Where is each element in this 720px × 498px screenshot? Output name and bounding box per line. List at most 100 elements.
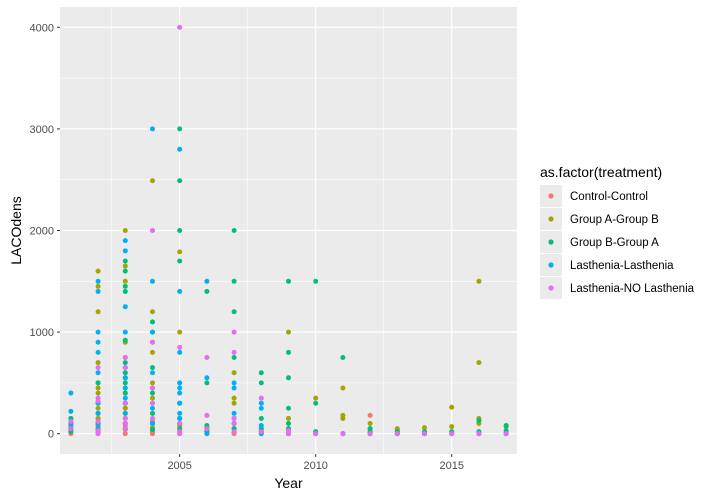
data-point (68, 418, 74, 424)
data-point (122, 228, 128, 233)
x-tick-label: 2015 (439, 460, 463, 472)
data-point (177, 24, 183, 30)
y-axis-title: LACOdens (8, 196, 24, 264)
data-point (204, 380, 210, 386)
data-point (122, 426, 128, 432)
data-point (177, 178, 183, 184)
data-point (177, 385, 183, 391)
data-point (258, 429, 264, 435)
data-point (149, 405, 155, 411)
legend-label: Lasthenia-Lasthenia (570, 260, 674, 272)
data-point (95, 283, 101, 289)
data-point (340, 354, 346, 360)
data-point (68, 390, 74, 396)
legend-swatch (548, 193, 554, 199)
data-point (149, 427, 155, 433)
y-tick-label: 0 (48, 429, 54, 441)
data-point (476, 360, 482, 366)
data-point (503, 431, 509, 437)
data-point (231, 309, 237, 315)
data-point (95, 428, 101, 434)
y-tick-label: 2000 (30, 226, 54, 238)
data-point (177, 329, 183, 335)
data-point (122, 238, 128, 244)
data-point (340, 385, 346, 391)
y-tick-label: 3000 (30, 124, 54, 136)
data-point (122, 283, 128, 289)
data-point (149, 349, 155, 355)
data-point (122, 385, 128, 391)
data-point (95, 395, 101, 401)
data-point (68, 426, 74, 432)
data-point (258, 370, 264, 376)
axes: 2005 2010 2015 0 1000 2000 3000 4000 (30, 22, 464, 472)
data-point (149, 228, 155, 233)
data-point (367, 412, 373, 418)
data-point (231, 370, 237, 376)
data-point (231, 400, 237, 406)
legend-item: Lasthenia-Lasthenia (540, 254, 674, 276)
data-point (95, 278, 101, 284)
data-point (367, 431, 373, 437)
data-point (122, 304, 128, 310)
x-axis-title: Year (274, 475, 303, 491)
data-point (149, 421, 155, 427)
data-point (177, 421, 183, 427)
data-point (95, 360, 101, 366)
data-point (177, 249, 183, 255)
data-point (95, 288, 101, 294)
data-point (286, 375, 291, 381)
data-point (204, 375, 210, 381)
x-tick-label: 2005 (167, 460, 191, 472)
data-point (122, 421, 128, 427)
legend-label: Control-Control (570, 191, 648, 203)
data-point (258, 395, 264, 401)
data-point (476, 431, 482, 437)
data-point (286, 349, 291, 355)
data-point (231, 380, 237, 386)
data-point (177, 146, 183, 152)
data-point (204, 354, 210, 360)
data-point (231, 395, 237, 401)
data-point (204, 278, 210, 284)
data-point (122, 329, 128, 335)
data-point (122, 370, 128, 376)
data-point (204, 431, 210, 437)
y-tick-label: 4000 (30, 22, 54, 34)
data-point (503, 423, 509, 429)
data-point (122, 288, 128, 294)
data-point (177, 126, 183, 132)
data-point (231, 349, 237, 355)
data-point (95, 339, 101, 345)
data-point (177, 380, 183, 386)
data-point (122, 400, 128, 406)
data-point (177, 228, 183, 233)
data-point (313, 278, 319, 284)
data-point (95, 390, 101, 396)
data-point (449, 431, 455, 437)
data-point (149, 370, 155, 376)
data-point (149, 415, 155, 421)
data-point (122, 380, 128, 386)
legend-label: Lasthenia-NO Lasthenia (570, 283, 695, 295)
data-point (122, 337, 128, 343)
data-point (204, 288, 210, 294)
data-point (149, 390, 155, 396)
data-point (149, 339, 155, 345)
data-point (286, 329, 291, 335)
data-point (95, 385, 101, 391)
data-point (422, 431, 428, 437)
data-point (68, 408, 74, 414)
data-point (149, 395, 155, 401)
data-point (95, 370, 101, 376)
data-point (95, 349, 101, 355)
data-point (149, 385, 155, 391)
data-point (258, 400, 264, 406)
data-point (204, 426, 210, 432)
data-point (149, 410, 155, 416)
data-point (122, 268, 128, 274)
data-point (122, 395, 128, 401)
data-point (313, 395, 319, 401)
data-point (122, 278, 128, 284)
